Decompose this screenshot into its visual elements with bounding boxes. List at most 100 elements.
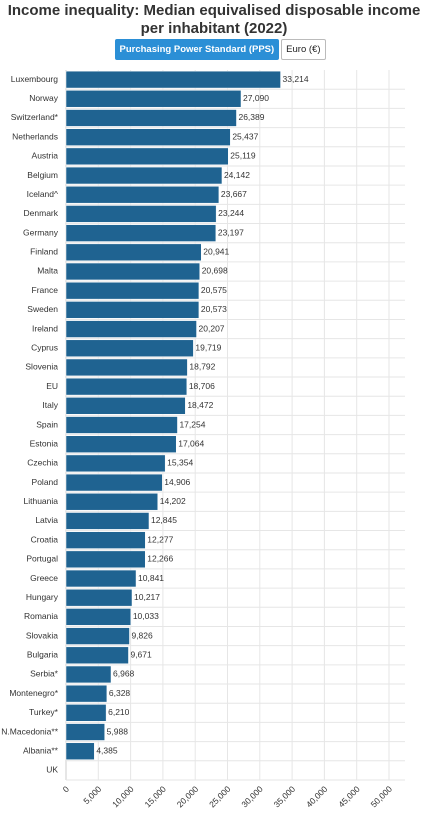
bar	[65, 531, 146, 549]
y-tick-label: Portugal	[26, 554, 58, 564]
value-label: 6,328	[109, 688, 131, 698]
bar	[65, 493, 158, 511]
y-tick-label: Germany	[23, 227, 59, 237]
y-tick-label: Malta	[37, 266, 58, 276]
value-label: 17,064	[178, 438, 204, 448]
y-tick-label: Slovakia	[26, 630, 58, 640]
unit-toggle: Purchasing Power Standard (PPS) Euro (€)	[0, 39, 440, 60]
bar	[65, 147, 229, 166]
value-label: 20,575	[201, 285, 227, 295]
bar	[65, 589, 133, 607]
bar	[65, 320, 197, 338]
value-label: 4,385	[96, 745, 118, 755]
x-tick-label: 30,000	[239, 784, 265, 810]
bar	[65, 473, 163, 492]
y-tick-label: EU	[46, 381, 58, 391]
y-tick-label: Spain	[36, 419, 58, 429]
bar	[65, 281, 200, 300]
y-tick-label: Belgium	[27, 170, 58, 180]
bar	[65, 416, 178, 434]
value-label: 24,142	[224, 170, 250, 180]
bar	[65, 665, 112, 684]
value-label: 15,354	[167, 458, 193, 468]
value-label: 10,033	[133, 611, 159, 621]
y-tick-label: Slovenia	[25, 362, 58, 372]
value-label: 10,841	[138, 573, 164, 583]
value-label: 20,698	[202, 266, 228, 276]
x-tick-label: 5,000	[81, 784, 103, 806]
y-tick-label: Estonia	[30, 438, 59, 448]
bar	[65, 704, 107, 722]
y-tick-label: France	[32, 285, 59, 295]
x-tick-label: 50,000	[369, 784, 395, 810]
value-label: 20,941	[203, 247, 229, 257]
x-tick-label: 35,000	[272, 784, 298, 810]
bar	[65, 569, 137, 588]
value-label: 23,667	[221, 189, 247, 199]
pps-button[interactable]: Purchasing Power Standard (PPS)	[114, 39, 280, 60]
y-tick-label: Austria	[32, 151, 59, 161]
bar	[65, 224, 217, 242]
chart-title: Income inequality: Median equivalised di…	[7, 2, 421, 37]
bar	[65, 243, 202, 261]
x-tick-label: 10,000	[110, 784, 136, 810]
value-label: 12,277	[147, 534, 173, 544]
y-tick-label: Luxembourg	[11, 74, 59, 84]
value-label: 20,573	[201, 304, 227, 314]
y-tick-label: N.Macedonia**	[1, 726, 58, 736]
x-tick-label: 40,000	[304, 784, 330, 810]
bar	[65, 646, 129, 664]
value-label: 27,090	[243, 93, 269, 103]
y-tick-label: Poland	[32, 477, 59, 487]
value-label: 6,210	[108, 707, 130, 717]
y-tick-label: Bulgaria	[27, 650, 58, 660]
value-label: 26,389	[238, 112, 264, 122]
bar	[65, 723, 105, 741]
y-tick-label: Albania**	[23, 745, 59, 755]
value-label: 25,119	[230, 151, 256, 161]
y-tick-label: Turkey*	[29, 707, 59, 717]
bar	[65, 109, 237, 127]
y-tick-label: Hungary	[26, 592, 59, 602]
y-tick-label: Switzerland*	[11, 112, 59, 122]
value-label: 23,197	[218, 227, 244, 237]
y-tick-label: Montenegro*	[9, 688, 58, 698]
bar	[65, 166, 223, 185]
value-label: 14,906	[164, 477, 190, 487]
value-label: 33,214	[283, 74, 309, 84]
bar	[65, 186, 220, 204]
value-label: 18,472	[187, 400, 213, 410]
y-tick-label: Iceland^	[27, 189, 58, 199]
bar	[65, 435, 177, 453]
y-tick-label: Cyprus	[31, 342, 58, 352]
bar	[65, 358, 188, 377]
bar	[65, 128, 231, 146]
x-tick-label: 20,000	[175, 784, 201, 810]
y-tick-label: Italy	[42, 400, 58, 410]
x-tick-label: 45,000	[336, 784, 362, 810]
x-tick-label: 15,000	[142, 784, 168, 810]
value-label: 20,207	[199, 323, 225, 333]
y-tick-label: Croatia	[31, 534, 59, 544]
y-tick-label: Lithuania	[23, 496, 58, 506]
bar	[65, 262, 200, 281]
value-label: 25,437	[232, 131, 258, 141]
value-label: 18,706	[189, 381, 215, 391]
bar	[65, 512, 150, 530]
value-label: 12,266	[147, 554, 173, 564]
value-label: 12,845	[151, 515, 177, 525]
value-label: 17,254	[179, 419, 205, 429]
bar	[65, 377, 188, 396]
y-tick-label: Serbia*	[30, 669, 59, 679]
y-tick-label: UK	[46, 765, 58, 775]
euro-button[interactable]: Euro (€)	[281, 39, 326, 60]
y-tick-label: Netherlands	[12, 131, 58, 141]
y-tick-label: Czechia	[27, 458, 58, 468]
value-label: 6,968	[113, 669, 135, 679]
value-label: 18,792	[189, 362, 215, 372]
bar	[65, 627, 130, 645]
value-label: 19,719	[195, 342, 221, 352]
value-label: 9,671	[130, 650, 152, 660]
bar	[65, 397, 186, 415]
